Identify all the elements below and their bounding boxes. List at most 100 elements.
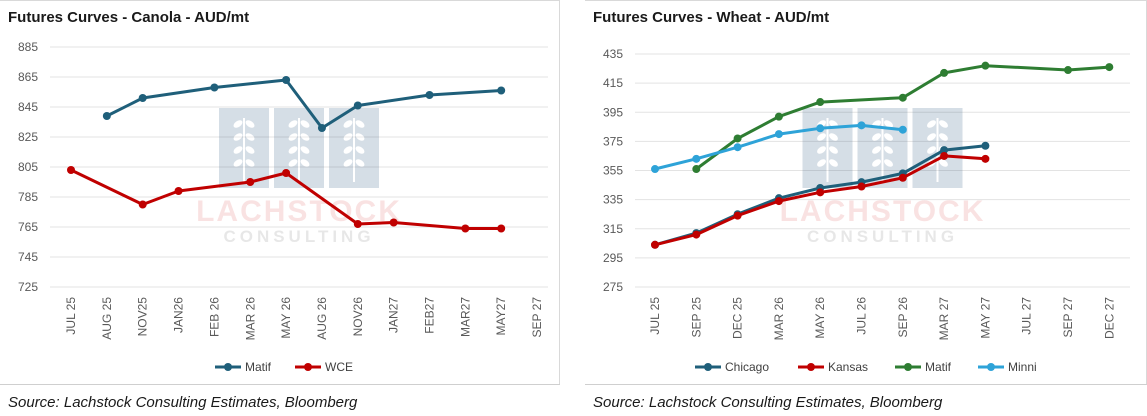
- chart-title: Futures Curves - Canola - AUD/mt: [8, 9, 250, 26]
- data-point: [733, 143, 742, 152]
- wheat-grain: [288, 159, 298, 167]
- x-tick-label: MAR27: [458, 297, 472, 337]
- wheat-icon: [343, 118, 365, 182]
- data-point: [733, 211, 742, 220]
- data-point: [774, 112, 783, 121]
- data-point: [246, 178, 255, 186]
- data-point: [816, 98, 825, 107]
- y-tick-label: 435: [603, 47, 623, 61]
- wheat-grain: [355, 120, 365, 128]
- y-tick-label: 885: [18, 40, 38, 54]
- wheat-plot: 275 295 315 335 355 375 395 415 435 LACHSTOCKCONS…: [603, 47, 1130, 374]
- wheat-grain: [233, 120, 243, 128]
- y-tick-label: 295: [603, 251, 623, 265]
- wheat-grain: [927, 120, 936, 128]
- watermark-block: [329, 108, 379, 188]
- watermark-block: [802, 108, 853, 188]
- wheat-grain: [939, 133, 948, 141]
- legend-label: Kansas: [828, 360, 868, 374]
- watermark-name: LACHSTOCK: [780, 195, 986, 228]
- wheat-grain: [245, 146, 255, 154]
- y-gridlines: [635, 53, 1130, 288]
- wheat-icon: [288, 118, 310, 182]
- data-point: [389, 218, 398, 227]
- data-point: [282, 76, 291, 84]
- x-tick-label: MAY27: [494, 297, 508, 336]
- series-matif: [692, 61, 1114, 174]
- x-tick-label: JUL 25: [64, 297, 78, 335]
- x-tick-label: JUL 26: [855, 297, 869, 335]
- legend-label: Matif: [245, 360, 272, 374]
- wheat-grain: [355, 133, 365, 141]
- wheat-grain: [829, 133, 838, 141]
- data-point: [692, 165, 701, 174]
- data-point: [774, 130, 783, 139]
- y-tick-label: 395: [603, 105, 623, 119]
- wheat-grain: [233, 159, 243, 167]
- wheat-grain: [300, 133, 310, 141]
- wheat-grain: [939, 159, 948, 167]
- wheat-grain: [927, 133, 936, 141]
- y-tick-label: 765: [18, 220, 38, 234]
- wheat-grain: [939, 120, 948, 128]
- data-point: [174, 187, 183, 195]
- data-point: [692, 230, 701, 239]
- x-tick-label: AUG 25: [100, 297, 114, 340]
- x-tick-label: JAN27: [387, 297, 401, 333]
- data-point: [317, 124, 326, 132]
- wheat-grain: [245, 120, 255, 128]
- wheat-grain: [884, 146, 893, 154]
- data-point: [940, 68, 949, 77]
- data-point: [282, 169, 291, 177]
- wheat-grain: [884, 120, 893, 128]
- wheat-grain: [355, 146, 365, 154]
- x-tick-label: DEC 27: [1102, 297, 1116, 339]
- source-note: Source: Lachstock Consulting Estimates, …: [8, 394, 358, 411]
- data-point: [461, 224, 470, 233]
- legend-item: Minni: [978, 360, 1037, 374]
- x-tick-label: JUL 25: [648, 297, 662, 335]
- x-tick-label: NOV25: [136, 297, 150, 337]
- series-kansas: [651, 151, 990, 249]
- x-tick-label: MAY 26: [279, 297, 293, 339]
- wheat-grain: [233, 146, 243, 154]
- y-tick-label: 725: [18, 280, 38, 294]
- wheat-grain: [288, 133, 298, 141]
- series-matif: [102, 76, 506, 132]
- legend-swatch-marker: [704, 363, 712, 371]
- data-point: [138, 200, 147, 209]
- data-point: [353, 220, 362, 228]
- x-tick-label: MAY 26: [813, 297, 827, 339]
- wheat-grain: [300, 159, 310, 167]
- source-note: Source: Lachstock Consulting Estimates, …: [593, 394, 943, 411]
- data-point: [981, 141, 990, 150]
- data-point: [651, 165, 659, 174]
- legend-swatch-marker: [304, 363, 312, 371]
- y-tick-label: 355: [603, 164, 623, 178]
- legend-label: Matif: [925, 360, 952, 374]
- y-tick-label: 335: [603, 193, 623, 207]
- data-point: [102, 112, 111, 120]
- x-tick-label: SEP 26: [896, 297, 910, 338]
- data-point: [898, 93, 907, 102]
- y-tick-label: 805: [18, 160, 38, 174]
- series-line: [106, 78, 502, 130]
- data-point: [898, 125, 907, 134]
- wheat-grain: [817, 146, 826, 154]
- y-tick-label: 375: [603, 134, 623, 148]
- wheat-grain: [288, 120, 298, 128]
- data-point: [940, 146, 949, 155]
- data-point: [733, 134, 742, 143]
- legend-swatch-marker: [987, 363, 995, 371]
- y-axis: 275 295 315 335 355 375 395 415 435: [603, 47, 623, 294]
- divider: [0, 384, 560, 385]
- data-point: [816, 124, 825, 133]
- data-point: [692, 154, 701, 163]
- y-tick-label: 745: [18, 250, 38, 264]
- wheat-grain: [343, 133, 353, 141]
- wheat-grain: [245, 159, 255, 167]
- watermark-sub: CONSULTING: [807, 227, 958, 246]
- wheat-grain: [343, 146, 353, 154]
- data-point: [857, 182, 866, 191]
